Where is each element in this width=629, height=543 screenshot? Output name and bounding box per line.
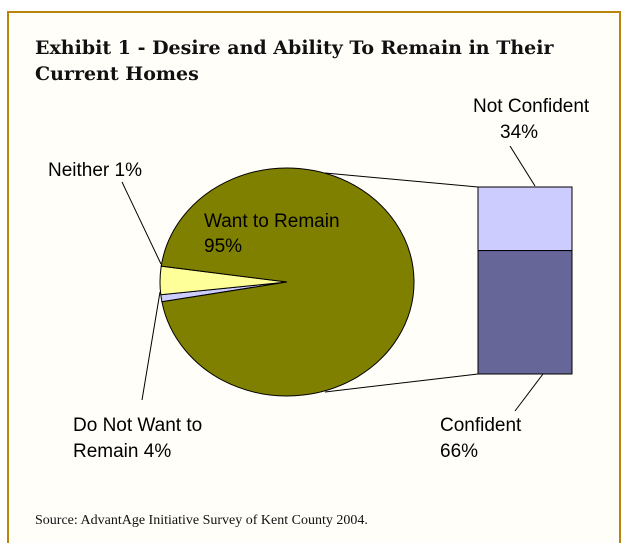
leader-line-neither <box>121 181 162 265</box>
chart-title: Exhibit 1 - Desire and Ability To Remain… <box>35 37 554 85</box>
leader-line-confident <box>514 373 544 412</box>
label-not-confident-line2: 34% <box>500 122 538 143</box>
pie-slice-want-to-remain <box>160 167 415 397</box>
leader-line-do-not-want <box>141 291 161 401</box>
connector-line-bottom <box>324 373 479 393</box>
label-confident-line1: Confident <box>440 415 522 436</box>
label-do-not-want-line2: Remain 4% <box>73 441 171 462</box>
label-do-not-want-line1: Do Not Want to <box>73 415 202 436</box>
label-neither: Neither 1% <box>48 160 142 181</box>
pie-chart <box>159 167 415 397</box>
label-confident-line2: 66% <box>440 441 478 462</box>
leader-line-not-confident <box>509 145 536 187</box>
label-want-line1: Want to Remain <box>204 211 340 232</box>
bar-segment-not-confident <box>477 186 573 252</box>
stacked-bar-chart <box>477 186 573 375</box>
bar-segment-confident <box>477 250 573 375</box>
connector-line-top <box>324 172 479 188</box>
source-note: Source: AdvantAge Initiative Survey of K… <box>35 513 368 528</box>
label-not-confident-line1: Not Confident <box>473 96 590 117</box>
label-want-line2: 95% <box>204 236 242 257</box>
